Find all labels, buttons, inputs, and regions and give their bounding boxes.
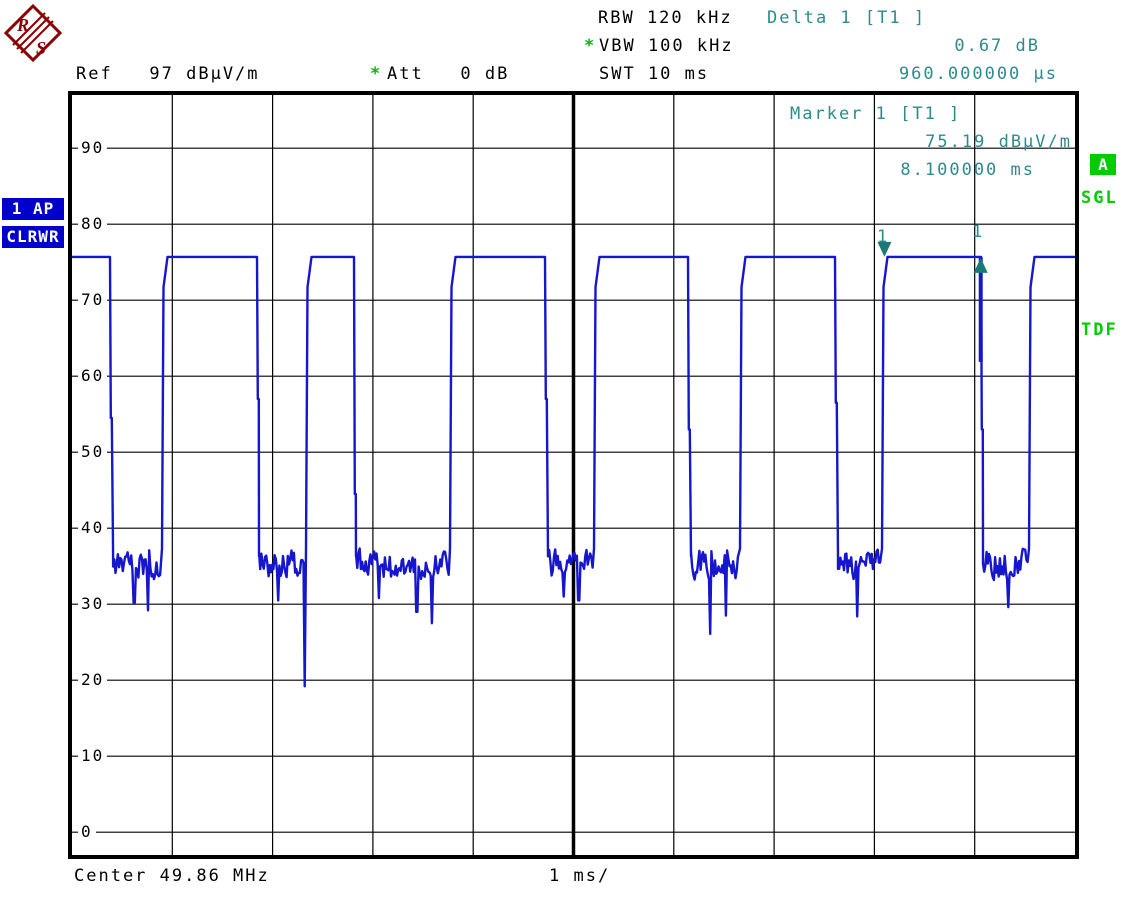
y-axis-tick-label: 90 — [78, 138, 108, 158]
att-coupled-asterisk: * — [370, 64, 383, 84]
time-per-division-readout: 1 ms/ — [549, 866, 611, 886]
logo-letter-s: S — [36, 38, 46, 58]
measurement-plot — [72, 95, 1075, 855]
delta-marker-triangle — [973, 257, 988, 273]
y-axis-tick-label: 40 — [78, 518, 108, 538]
rbw-readout: RBW 120 kHz — [598, 8, 733, 28]
y-axis-tick-label: 80 — [78, 214, 108, 234]
graticule-frame — [68, 91, 1079, 859]
marker1-number-label: 1 — [877, 227, 889, 247]
y-axis-tick-label: 30 — [78, 594, 108, 614]
ref-level-readout: Ref 97 dBµV/m — [76, 64, 260, 84]
y-axis-tick-label: 50 — [78, 442, 108, 462]
marker1-triangle — [877, 241, 892, 257]
transducer-indicator: TDF — [1081, 320, 1118, 340]
rs-logo: R S — [4, 4, 62, 62]
y-axis-tick-label: 60 — [78, 366, 108, 386]
logo-letter-r: R — [16, 15, 29, 35]
screen-a-badge: A — [1090, 154, 1116, 175]
att-readout: Att 0 dB — [387, 64, 510, 84]
signal-trace — [72, 255, 1075, 688]
trace1-detector-label: 1 AP — [2, 198, 64, 220]
swt-readout: SWT 10 ms — [599, 64, 710, 84]
delta-marker-number-label: 1 — [972, 222, 984, 242]
center-frequency-readout: Center 49.86 MHz — [74, 866, 270, 886]
vbw-readout: VBW 100 kHz — [599, 36, 734, 56]
y-axis-tick-label: 10 — [78, 746, 108, 766]
single-sweep-indicator: SGL — [1081, 188, 1118, 208]
marker-readout-value: 75.19 dBµV/m — [925, 132, 1072, 152]
y-axis-tick-label: 70 — [78, 290, 108, 310]
marker-readout-time: 8.100000 ms — [900, 160, 1035, 180]
vbw-coupled-asterisk: * — [584, 36, 597, 56]
trace1-mode-label: CLRWR — [2, 226, 64, 248]
y-axis-tick-label: 0 — [78, 822, 96, 842]
delta-marker-title: Delta 1 [T1 ] — [767, 8, 927, 28]
delta-marker-time: 960.000000 µs — [898, 64, 1058, 84]
y-axis-tick-label: 20 — [78, 670, 108, 690]
marker-readout-title: Marker 1 [T1 ] — [790, 104, 962, 124]
delta-marker-value: 0.67 dB — [954, 36, 1040, 56]
